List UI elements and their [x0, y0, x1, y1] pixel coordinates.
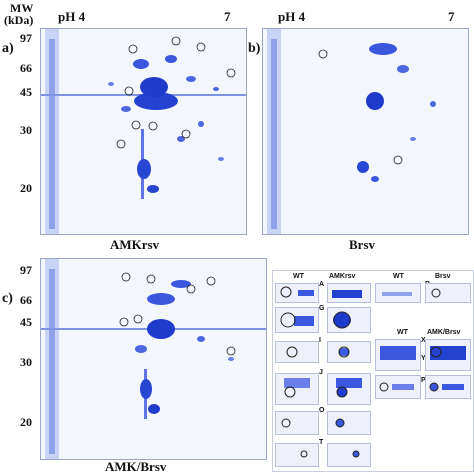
- tag-x: X: [421, 337, 426, 344]
- header-brsv: Brsv: [435, 273, 451, 280]
- thumb-x-amk-brsv: [425, 339, 471, 371]
- thumb-g-amkrsv: [327, 307, 371, 333]
- tag-a: A: [319, 281, 325, 288]
- thumb-t-amkrsv: [327, 443, 371, 467]
- marker-66-top: 66: [20, 61, 32, 75]
- tag-g: G: [319, 305, 325, 312]
- marker-97-bottom: 97: [20, 263, 32, 277]
- tag-j: J: [319, 369, 323, 376]
- caption-amk-brsv: AMK/Brsv: [105, 459, 167, 474]
- marker-66-bottom: 66: [20, 293, 32, 307]
- tag-p: P: [421, 377, 426, 384]
- thumb-j-amkrsv: [327, 373, 371, 405]
- header-wt-1: WT: [293, 273, 304, 280]
- marker-20-top: 20: [20, 181, 32, 195]
- marker-45-bottom: 45: [20, 315, 32, 329]
- ph-left-a: pH 4: [58, 9, 86, 24]
- marker-45-top: 45: [20, 85, 32, 99]
- header-wt-3: WT: [397, 329, 408, 336]
- tag-i: I: [319, 337, 321, 344]
- thumb-g-wt: [275, 307, 319, 333]
- thumb-o-wt: [275, 411, 319, 435]
- thumb-p-wt: [375, 375, 421, 399]
- header-wt-2: WT: [393, 273, 404, 280]
- thumb-b-brsv: [425, 283, 471, 303]
- panel-d-zoom-grid: WT AMKrsv WT Brsv WT AMK/Brsv A B G I J …: [272, 270, 474, 472]
- ph-right-b: 7: [448, 9, 455, 24]
- thumb-i-wt: [275, 341, 319, 363]
- kda-label: (kDa): [4, 13, 34, 27]
- thumb-j-wt: [275, 373, 319, 405]
- thumb-o-amkrsv: [327, 411, 371, 435]
- panel-c-letter: c): [2, 291, 13, 306]
- thumb-t-wt: [275, 443, 319, 467]
- header-amk-brsv: AMK/Brsv: [427, 329, 461, 336]
- marker-97-top: 97: [20, 31, 32, 45]
- mw-label: MW: [10, 1, 34, 15]
- thumb-a-amkrsv: [327, 283, 371, 303]
- thumb-i-amkrsv: [327, 341, 371, 363]
- header-amkrsv: AMKrsv: [329, 273, 356, 280]
- gel-image-amk-brsv: [40, 258, 267, 460]
- thumb-a-wt: [275, 283, 319, 303]
- marker-30-top: 30: [20, 123, 32, 137]
- caption-amkrsv: AMKrsv: [110, 237, 160, 252]
- tag-o: O: [319, 407, 325, 414]
- ph-left-b: pH 4: [278, 9, 306, 24]
- thumb-p-amk-brsv: [425, 375, 471, 399]
- marker-20-bottom: 20: [20, 415, 32, 429]
- panel-a-letter: a): [2, 41, 14, 56]
- ph-right-a: 7: [224, 9, 231, 24]
- thumb-x-wt: [375, 339, 421, 371]
- panel-b-letter: b): [248, 41, 261, 56]
- gel-image-amkrsv: [40, 28, 247, 235]
- tag-y: Y: [421, 355, 426, 362]
- caption-brsv: Brsv: [349, 237, 375, 252]
- thumb-b-wt: [375, 283, 421, 303]
- marker-30-bottom: 30: [20, 355, 32, 369]
- tag-t: T: [319, 439, 324, 446]
- gel-image-brsv: [262, 28, 469, 235]
